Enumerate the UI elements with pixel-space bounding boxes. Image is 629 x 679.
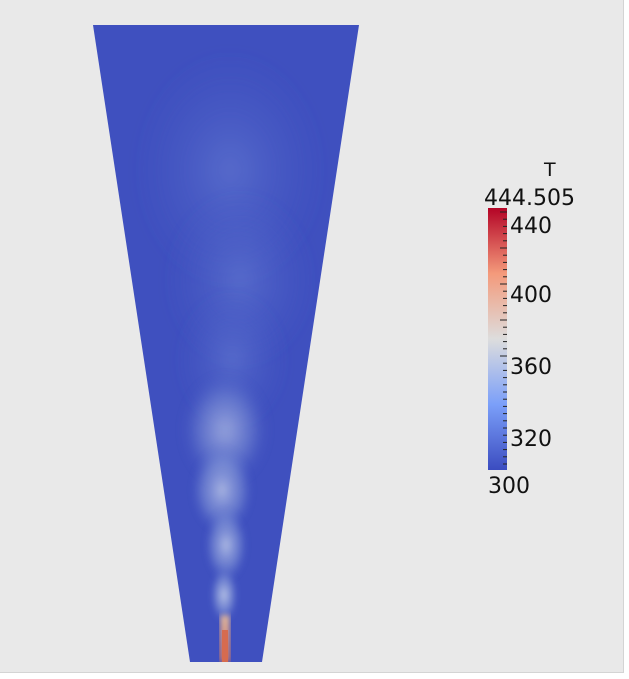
legend-max-value: 444.505 xyxy=(484,186,575,211)
legend-min-value: 300 xyxy=(488,474,530,499)
legend-tick-320: 320 xyxy=(510,427,552,452)
color-bar xyxy=(488,208,507,470)
legend-tick-440: 440 xyxy=(510,214,552,239)
legend-tick-360: 360 xyxy=(510,355,552,380)
legend-tick-400: 400 xyxy=(510,283,552,308)
legend-title: T xyxy=(544,159,556,181)
